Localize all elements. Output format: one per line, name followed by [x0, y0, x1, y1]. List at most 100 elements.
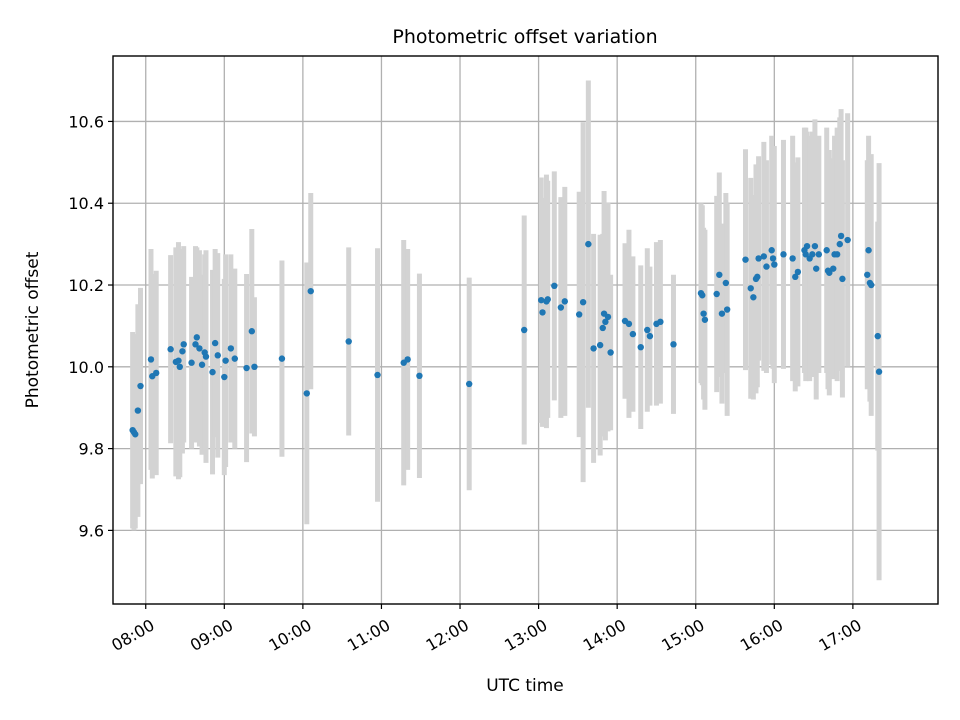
- data-point: [231, 355, 238, 362]
- data-point: [599, 324, 606, 332]
- data-point: [222, 357, 229, 364]
- data-point: [699, 292, 706, 299]
- data-point: [221, 373, 228, 381]
- data-point: [802, 251, 809, 258]
- data-point: [792, 273, 799, 281]
- data-point: [561, 298, 568, 305]
- data-point: [875, 368, 883, 375]
- data-point: [809, 251, 816, 258]
- data-point: [718, 310, 726, 317]
- data-point: [520, 326, 528, 334]
- data-point: [646, 332, 654, 340]
- y-tick-label: 9.8: [79, 440, 104, 459]
- data-point: [780, 251, 787, 258]
- data-point: [198, 361, 206, 368]
- data-point: [538, 296, 545, 304]
- data-point: [551, 282, 558, 290]
- data-point: [830, 265, 837, 272]
- data-point: [701, 316, 709, 323]
- data-point: [747, 285, 754, 292]
- data-point: [544, 296, 551, 303]
- data-point: [803, 242, 811, 250]
- y-axis-label: Photometric offset: [23, 251, 43, 408]
- data-point: [167, 346, 174, 353]
- data-point: [625, 320, 633, 328]
- data-point: [844, 236, 851, 244]
- data-point: [837, 232, 845, 240]
- data-point: [670, 341, 677, 348]
- data-point: [214, 352, 221, 359]
- data-point: [590, 345, 597, 352]
- data-point: [147, 356, 155, 363]
- data-point: [754, 273, 761, 281]
- data-point: [243, 364, 250, 372]
- data-point: [307, 287, 314, 295]
- data-point: [604, 313, 612, 321]
- data-point: [602, 318, 609, 326]
- y-tick-label: 10.0: [68, 358, 104, 377]
- data-point: [868, 281, 875, 289]
- data-point: [227, 345, 235, 352]
- data-point: [836, 240, 843, 248]
- data-point: [303, 390, 311, 397]
- data-point: [248, 328, 256, 335]
- data-point: [202, 353, 210, 360]
- data-point: [196, 345, 203, 352]
- data-point: [713, 290, 720, 298]
- data-point: [193, 334, 201, 341]
- data-point: [755, 255, 762, 262]
- data-point: [750, 294, 757, 301]
- y-tick-label: 10.6: [68, 112, 104, 131]
- data-point: [596, 341, 604, 349]
- data-point: [188, 359, 195, 366]
- data-point: [539, 309, 546, 316]
- y-tick-label: 10.2: [68, 276, 104, 295]
- data-point: [251, 363, 258, 371]
- data-point: [826, 269, 833, 276]
- data-point: [575, 311, 583, 318]
- y-tick-label: 9.6: [79, 521, 104, 540]
- data-point: [874, 332, 881, 340]
- data-point: [769, 255, 777, 262]
- data-point: [629, 330, 637, 338]
- data-point: [416, 372, 423, 380]
- data-point: [768, 247, 775, 254]
- data-point: [823, 247, 830, 254]
- data-point: [278, 355, 286, 362]
- data-point: [700, 310, 707, 317]
- data-point: [579, 298, 587, 306]
- data-point: [865, 247, 872, 254]
- data-point: [771, 261, 778, 268]
- data-point: [864, 271, 871, 278]
- data-point: [811, 242, 819, 250]
- data-points: [129, 232, 883, 438]
- data-point: [132, 431, 139, 438]
- data-point: [557, 304, 565, 311]
- data-point: [209, 368, 216, 376]
- data-point: [607, 349, 614, 356]
- data-point: [763, 263, 770, 270]
- data-point: [134, 407, 142, 414]
- data-point: [716, 271, 723, 278]
- data-point: [839, 275, 846, 283]
- data-point: [465, 380, 473, 388]
- x-axis-label: UTC time: [486, 676, 564, 696]
- data-point: [175, 357, 182, 364]
- data-point: [789, 255, 796, 262]
- data-point: [211, 339, 219, 347]
- chart-title: Photometric offset variation: [392, 26, 657, 48]
- data-point: [644, 326, 651, 334]
- data-point: [180, 341, 187, 348]
- data-point: [723, 306, 731, 313]
- data-point: [176, 363, 183, 371]
- data-point: [179, 348, 186, 355]
- data-point: [657, 318, 664, 326]
- y-axis-ticks: 9.6 9.8 10.0 10.2 10.4 10.6: [68, 112, 113, 540]
- data-point: [404, 356, 411, 363]
- data-point: [374, 371, 381, 379]
- data-point: [742, 256, 749, 263]
- data-point: [637, 343, 644, 351]
- data-point: [137, 382, 144, 390]
- data-point: [722, 279, 730, 287]
